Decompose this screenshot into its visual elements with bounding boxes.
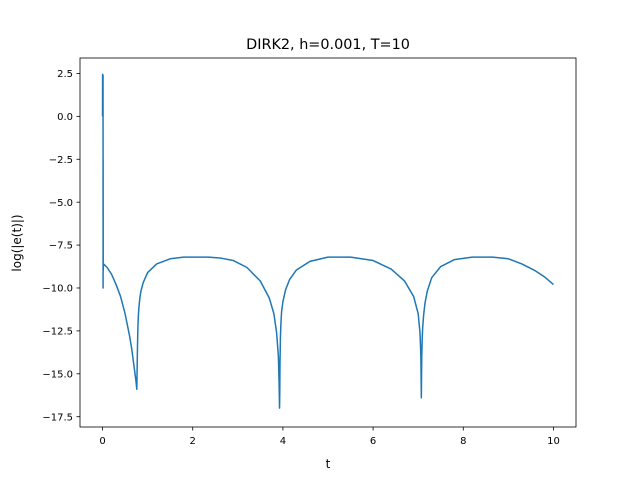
axes-frame [79,57,577,428]
y-tick-label: −17.5 [42,412,73,423]
y-tick-label: −15.0 [42,369,73,380]
y-tick-label: 2.5 [57,69,73,80]
y-tick-label: −2.5 [49,155,73,166]
x-axis-label: t [326,457,331,471]
y-axis-label: log(|e(t)|) [10,214,24,271]
chart-title: DIRK2, h=0.001, T=10 [246,37,410,53]
y-tick-label: −7.5 [49,241,73,252]
x-tick-label: 0 [99,436,105,447]
x-axis: 0 2 4 6 8 10 [99,427,560,447]
y-tick-label: −12.5 [42,326,73,337]
plot-area [79,57,577,428]
y-tick-label: 0.0 [57,112,73,123]
x-tick-label: 2 [190,436,196,447]
x-tick-label: 8 [460,436,466,447]
y-tick-label: −5.0 [49,198,73,209]
x-tick-label: 10 [547,436,560,447]
y-tick-label: −10.0 [42,284,73,295]
y-axis: 2.5 0.0 −2.5 −5.0 −7.5 −10.0 −12.5 −15.0 −17.5 [42,69,80,423]
x-tick-label: 4 [280,436,286,447]
series-line-0 [101,73,554,409]
x-tick-label: 6 [370,436,376,447]
